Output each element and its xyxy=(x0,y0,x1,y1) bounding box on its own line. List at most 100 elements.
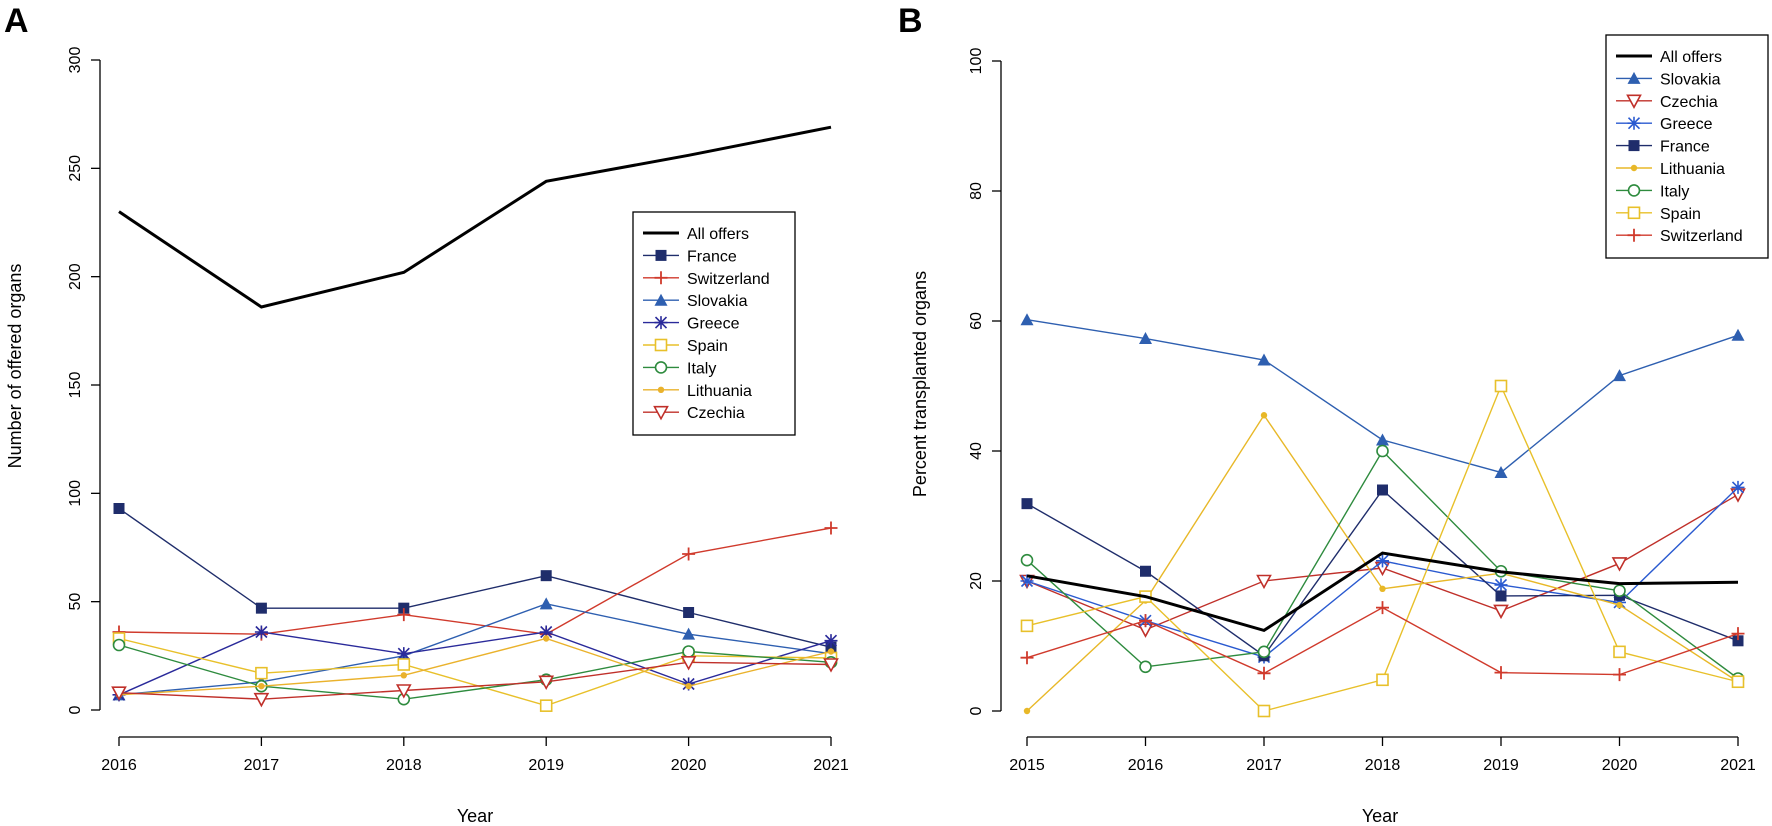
panel-b-point-czechia xyxy=(1256,574,1272,590)
panel-b-point-spain xyxy=(1494,379,1508,393)
panel-a-line-lithuania xyxy=(118,637,832,696)
panel-a-point-spain xyxy=(539,699,553,712)
panel-a-point-italy xyxy=(682,645,695,658)
panel-a-legend-marker xyxy=(657,386,665,393)
panel-b-legend-marker xyxy=(1627,228,1641,242)
panel-b-y-axis-label: Percent transplanted organs xyxy=(910,271,930,497)
panel-a-legend-label: All offers xyxy=(687,226,749,243)
panel-b-series-spain xyxy=(1020,379,1745,718)
panel-b-point-france xyxy=(1140,565,1151,577)
panel-b-legend-label: All offers xyxy=(1660,49,1722,66)
panel-b-point-slovakia xyxy=(1731,328,1745,341)
panel-a-x-tick-label: 2017 xyxy=(244,757,280,774)
panel-b-legend-item-france: France xyxy=(1616,139,1710,156)
panel-b-point-switzerland xyxy=(1139,614,1152,628)
panel-a-legend-marker xyxy=(654,271,668,285)
panel-b-legend-label: Slovakia xyxy=(1660,71,1721,88)
panel-b-point-switzerland xyxy=(1020,651,1034,665)
panel-a-point-italy xyxy=(112,638,126,652)
panel-b-legend: All offers Slovakia Czechia Greece France Lit… xyxy=(1605,34,1769,259)
panel-a-point-lithuania xyxy=(685,682,692,690)
panel-b-legend-marker xyxy=(1627,116,1641,130)
panel-b-point-italy xyxy=(1376,444,1389,458)
panel-b-point-france xyxy=(1377,484,1388,496)
panel-a-legend-label: Lithuania xyxy=(687,383,752,400)
panel-a-point-france xyxy=(113,503,125,514)
panel-b-x-tick-label: 2019 xyxy=(1483,757,1519,774)
panel-a-legend-marker xyxy=(655,249,667,261)
panel-b-legend-label: Lithuania xyxy=(1660,161,1725,178)
panel-b-legend-marker xyxy=(1626,94,1642,109)
panel-b-point-switzerland xyxy=(1731,627,1745,641)
panel-b-chart: B 0 20 40 60 80 100 2015 2016 2017 2018 2019 2020 20… xyxy=(898,2,1769,826)
panel-a-x-tick-label: 2020 xyxy=(671,757,707,774)
panel-b-legend-item-czechia: Czechia xyxy=(1616,94,1718,111)
panel-a-point-switzerland xyxy=(397,608,411,622)
panel-b-point-spain xyxy=(1020,619,1034,633)
panel-b-x-axis-label: Year xyxy=(1362,806,1398,826)
panel-b-legend-label: Italy xyxy=(1660,183,1689,200)
panel-b-y-tick-label: 60 xyxy=(968,312,985,330)
panel-a-legend-marker xyxy=(654,293,668,306)
panel-a-legend-label: Spain xyxy=(687,338,728,355)
panel-b-point-italy xyxy=(1139,660,1152,674)
panel-a-x-tick-label: 2018 xyxy=(386,757,422,774)
panel-a-point-czechia xyxy=(253,692,270,708)
panel-a-line-greece xyxy=(118,631,832,696)
panel-b-x-tick-label: 2016 xyxy=(1128,757,1164,774)
panel-a-y-tick-label: 150 xyxy=(67,372,84,399)
panel-a-legend-item-all-offers: All offers xyxy=(643,226,749,243)
panel-a-point-lithuania xyxy=(258,682,265,690)
panel-b-x-tick-label: 2021 xyxy=(1720,757,1756,774)
panel-a-point-greece xyxy=(824,634,838,648)
panel-a-label: A xyxy=(4,2,29,40)
panel-a-y-axis-label: Number of offered organs xyxy=(5,264,25,469)
panel-b-y-tick-label: 80 xyxy=(968,182,985,200)
panel-a-point-czechia xyxy=(111,686,127,701)
panel-a-axes: 0 50 100 150 200 250 300 2016 2017 2018 2019 2020 20… xyxy=(67,47,849,774)
panel-b-point-greece xyxy=(1494,578,1508,592)
panel-b-legend-item-all-offers: All offers xyxy=(1616,49,1722,66)
panel-b-legend-marker xyxy=(1627,206,1641,220)
panel-b-point-france xyxy=(1021,498,1033,510)
panel-b-point-slovakia xyxy=(1376,433,1389,446)
panel-a-legend: All offers France Switzerland Slovakia Greec… xyxy=(632,211,796,436)
panel-a-point-lithuania xyxy=(543,635,550,642)
panel-a-line-all-offers xyxy=(118,125,832,309)
panel-a-legend-item-switzerland: Switzerland xyxy=(643,271,770,288)
panel-a-point-lithuania xyxy=(400,672,407,679)
panel-b-point-slovakia xyxy=(1020,313,1034,326)
panel-a-legend-marker xyxy=(654,361,668,374)
panel-a-chart: A 0 50 100 150 200 250 300 2016 2017 2018 2019 2020… xyxy=(4,2,849,826)
panel-a-point-greece xyxy=(397,647,411,661)
panel-b-point-czechia xyxy=(1493,604,1509,620)
panel-b-point-spain xyxy=(1731,675,1745,689)
panel-b-legend-marker xyxy=(1630,164,1638,172)
panel-b-point-slovakia xyxy=(1494,465,1508,478)
panel-a-legend-item-france: France xyxy=(643,248,737,265)
panel-b-y-tick-label: 100 xyxy=(968,48,985,75)
panel-a-x-tick-label: 2016 xyxy=(101,757,137,774)
panel-b-point-lithuania xyxy=(1616,601,1623,609)
panel-a-point-lithuania xyxy=(827,648,835,655)
panel-b-legend-label: Greece xyxy=(1660,116,1713,133)
panel-a-series-all-offers xyxy=(118,125,832,309)
panel-a-y-tick-label: 200 xyxy=(67,263,84,290)
panel-a-legend-item-slovakia: Slovakia xyxy=(643,293,748,310)
panel-b-legend-item-greece: Greece xyxy=(1616,116,1713,133)
panel-b-point-greece xyxy=(1731,480,1745,494)
panel-a-x-tick-label: 2019 xyxy=(528,757,564,774)
panel-b-series-slovakia xyxy=(1020,313,1745,478)
panel-b-series-czechia xyxy=(1019,488,1746,638)
panel-b-x-tick-label: 2015 xyxy=(1009,757,1045,774)
panel-a-legend-label: Italy xyxy=(687,360,716,377)
panel-a-line-italy xyxy=(118,644,832,700)
panel-b-point-lithuania xyxy=(1260,412,1268,419)
panel-b-point-greece xyxy=(1376,554,1389,568)
panel-b-point-lithuania xyxy=(1023,707,1031,715)
panel-b-point-slovakia xyxy=(1139,332,1152,345)
panel-a-line-switzerland xyxy=(118,527,832,635)
panel-b-point-switzerland xyxy=(1376,601,1389,615)
panel-b-legend-marker xyxy=(1627,184,1641,197)
panel-a-series-lithuania xyxy=(115,635,835,699)
